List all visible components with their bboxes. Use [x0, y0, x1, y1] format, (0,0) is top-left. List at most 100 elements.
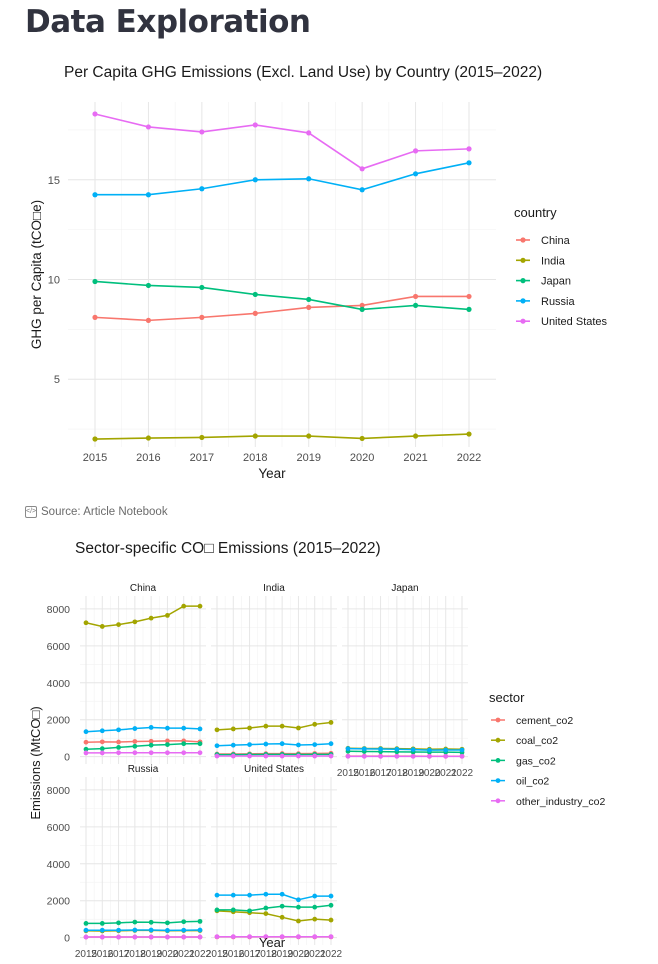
y-tick-label: 4000: [47, 859, 71, 871]
data-point: [412, 171, 419, 177]
per-capita-ghg-chart: Per Capita GHG Emissions (Excl. Land Use…: [29, 64, 608, 481]
data-point: [296, 934, 301, 940]
data-point: [83, 921, 89, 926]
x-tick-label: 2016: [353, 768, 376, 779]
data-point: [279, 723, 285, 729]
data-point: [263, 753, 269, 759]
source-caption[interactable]: </> Source: Article Notebook: [25, 506, 168, 518]
data-point: [116, 934, 121, 940]
x-tick-label: 2021: [435, 768, 458, 779]
data-point: [328, 741, 334, 747]
series-line-coal-co2: [85, 605, 200, 628]
x-tick-label: 2022: [320, 949, 343, 960]
data-point: [214, 934, 220, 940]
data-point: [165, 934, 170, 940]
y-tick-label: 0: [64, 752, 70, 764]
data-point: [199, 284, 205, 291]
data-point: [312, 904, 318, 910]
data-point: [230, 742, 236, 748]
data-point: [92, 436, 98, 442]
x-tick-label: 2019: [402, 768, 425, 779]
x-tick-label: 2017: [369, 768, 392, 779]
y-tick-label: 10: [48, 274, 60, 286]
data-point: [132, 726, 138, 731]
data-point: [345, 746, 351, 752]
data-point: [296, 897, 301, 903]
legend-key-point: [495, 778, 501, 783]
data-point: [99, 624, 105, 629]
data-point: [181, 725, 187, 731]
data-point: [92, 192, 98, 198]
data-point: [466, 160, 472, 166]
legend-key-point: [495, 798, 501, 804]
data-point: [92, 278, 98, 285]
y-tick-label: 2000: [47, 715, 71, 727]
data-point: [279, 914, 285, 920]
data-point: [197, 927, 203, 933]
y-axis-label: Emissions (MtCO□): [28, 706, 43, 819]
data-point: [361, 746, 367, 752]
y-tick-label: 8000: [47, 785, 71, 797]
data-point: [214, 727, 220, 733]
legend-key-point: [495, 717, 501, 723]
data-point: [148, 934, 154, 940]
data-point: [466, 293, 472, 300]
data-point: [199, 434, 205, 441]
data-point: [312, 934, 318, 940]
chart-title: Per Capita GHG Emissions (Excl. Land Use…: [64, 64, 542, 81]
legend-key-point: [520, 318, 526, 324]
series-line-gas-co2: [86, 920, 201, 925]
series-line-gas-co2: [85, 742, 200, 750]
data-point: [92, 111, 98, 117]
y-tick-label: 6000: [47, 641, 71, 653]
x-tick-label: 2020: [418, 768, 441, 779]
data-point: [145, 282, 152, 289]
data-point: [443, 747, 449, 753]
x-tick-label: 2020: [287, 949, 310, 960]
data-point: [165, 928, 170, 933]
data-point: [148, 738, 154, 744]
x-tick-label: 2020: [350, 452, 374, 464]
data-point: [230, 726, 236, 732]
data-point: [378, 746, 383, 752]
data-point: [181, 750, 187, 756]
x-axis-label: Year: [258, 466, 286, 481]
data-point: [116, 622, 121, 628]
data-point: [132, 927, 138, 933]
x-tick-label: 2015: [83, 452, 107, 464]
data-point: [83, 934, 89, 940]
x-tick-label: 2020: [156, 949, 179, 960]
data-point: [263, 905, 269, 911]
legend-label: Russia: [541, 296, 576, 308]
data-point: [165, 725, 170, 731]
data-point: [279, 891, 285, 897]
data-point: [116, 744, 121, 750]
data-point: [263, 934, 269, 940]
data-point: [328, 720, 334, 725]
data-point: [145, 435, 152, 441]
data-point: [181, 919, 187, 925]
data-point: [466, 431, 472, 437]
data-point: [197, 750, 203, 756]
data-point: [252, 433, 258, 439]
data-point: [197, 726, 203, 732]
data-point: [252, 291, 258, 298]
x-tick-label: 2015: [75, 949, 98, 960]
legend-label: cement_co2: [516, 715, 573, 727]
data-point: [312, 721, 318, 727]
data-point: [214, 743, 220, 749]
data-point: [427, 753, 432, 759]
data-point: [359, 435, 365, 442]
x-tick-label: 2021: [304, 949, 327, 960]
data-point: [116, 727, 121, 733]
data-point: [148, 725, 154, 730]
legend-label: coal_co2: [516, 735, 558, 747]
legend-key-point: [495, 758, 501, 763]
data-point: [145, 124, 152, 130]
legend-key-point: [520, 298, 526, 304]
data-point: [181, 741, 187, 747]
data-point: [99, 739, 105, 745]
data-point: [247, 908, 252, 914]
data-point: [197, 934, 203, 940]
data-point: [328, 902, 334, 908]
